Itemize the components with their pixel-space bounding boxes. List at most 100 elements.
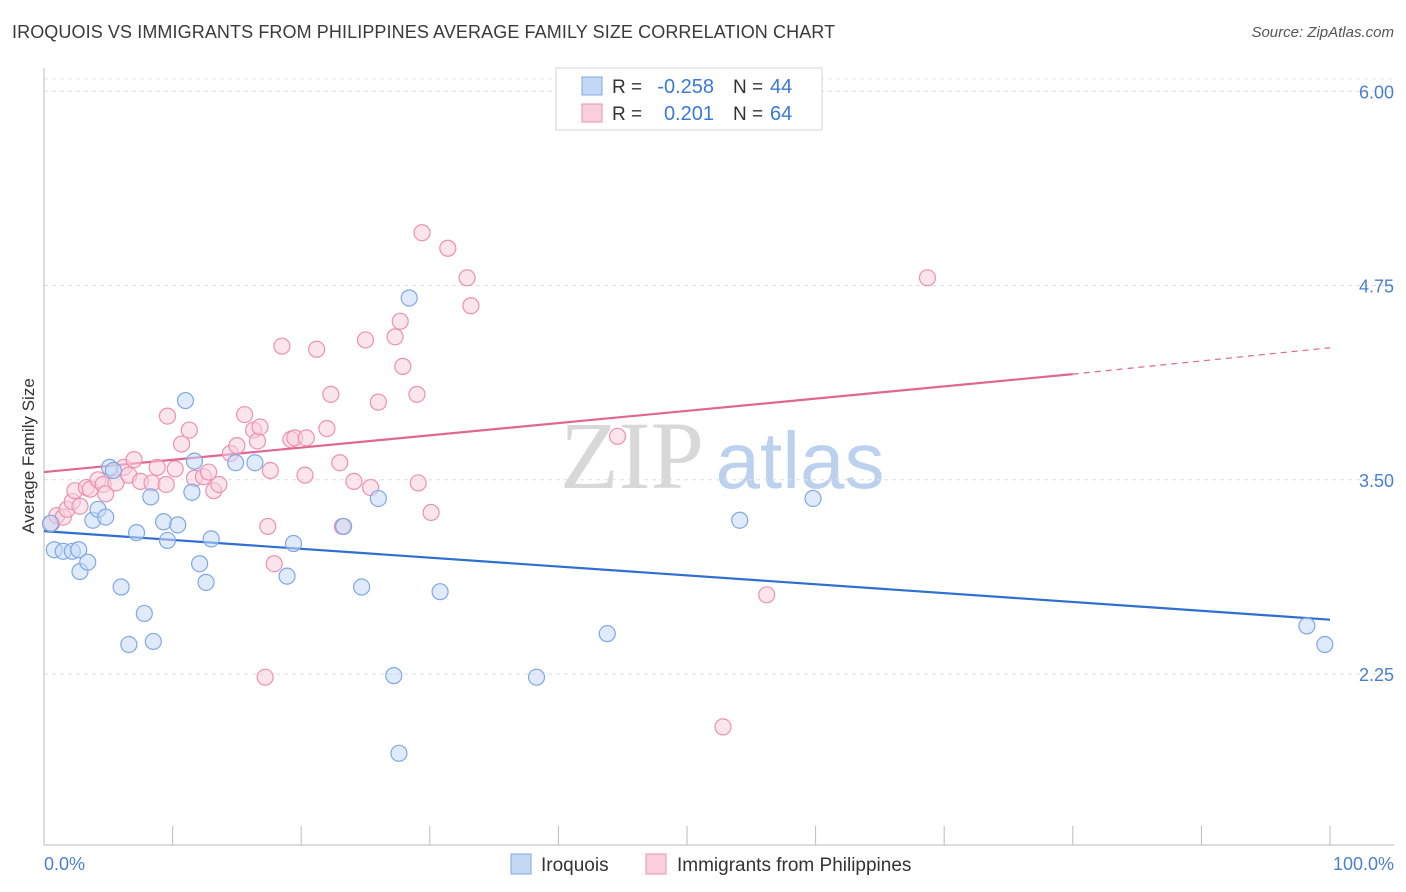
point-iroquois-32 [353, 578, 371, 596]
point-iroquois-28 [246, 454, 264, 472]
point-iroquois-21 [176, 391, 195, 410]
point-philippines-54 [391, 312, 409, 330]
point-philippines-62 [462, 297, 480, 315]
point-iroquois-20 [169, 516, 187, 534]
chart-title: IROQUOIS VS IMMIGRANTS FROM PHILIPPINES … [12, 22, 836, 42]
legend-n-label-2: N = [733, 104, 763, 125]
point-philippines-59 [422, 503, 440, 522]
point-philippines-44 [308, 340, 326, 358]
point-iroquois-11 [104, 461, 123, 480]
point-iroquois-4 [70, 541, 88, 559]
point-philippines-38 [265, 555, 283, 573]
point-philippines-64 [714, 718, 732, 736]
point-iroquois-14 [127, 524, 146, 542]
series-legend: Iroquois Immigrants from Philippines [510, 853, 911, 876]
source-label: Source: ZipAtlas.com [1251, 24, 1394, 41]
point-iroquois-22 [183, 483, 201, 501]
legend-r-label-2: R = [612, 104, 642, 125]
point-iroquois-12 [112, 578, 130, 596]
point-iroquois-6 [79, 553, 97, 571]
watermark-atlas: atlas [716, 416, 885, 505]
point-philippines-46 [322, 385, 340, 403]
point-iroquois-38 [527, 668, 546, 686]
y-axis-title: Average Family Size [19, 378, 38, 534]
point-iroquois-34 [385, 667, 403, 685]
stats-legend: R = -0.258 N = 44 R = 0.201 N = 64 [555, 67, 823, 131]
point-iroquois-39 [598, 625, 616, 643]
point-iroquois-23 [185, 452, 204, 470]
point-iroquois-9 [97, 508, 115, 526]
point-philippines-35 [256, 668, 274, 686]
point-philippines-61 [458, 269, 476, 287]
point-philippines-15 [125, 451, 143, 469]
point-iroquois-40 [731, 511, 749, 529]
point-philippines-28 [210, 475, 228, 494]
point-philippines-36 [259, 517, 277, 536]
y-tick-label-3: 6.00 [1359, 82, 1394, 102]
bottom-legend-label-philippines: Immigrants from Philippines [677, 855, 911, 876]
point-philippines-45 [318, 419, 336, 438]
trend-lines [43, 347, 1331, 621]
point-philippines-42 [296, 466, 314, 484]
y-tick-label-0: 2.25 [1359, 665, 1394, 685]
point-iroquois-42 [1298, 617, 1316, 635]
point-iroquois-25 [197, 573, 215, 591]
point-philippines-31 [236, 405, 254, 424]
point-philippines-30 [228, 437, 246, 455]
legend-r-value-2: 0.201 [664, 103, 714, 125]
point-philippines-65 [758, 586, 776, 604]
point-iroquois-41 [804, 489, 822, 508]
point-iroquois-17 [144, 632, 162, 651]
data-points [41, 224, 1334, 762]
point-philippines-20 [158, 407, 177, 425]
point-iroquois-36 [400, 289, 418, 307]
point-iroquois-31 [335, 517, 353, 536]
point-philippines-11 [97, 485, 115, 503]
point-iroquois-30 [284, 534, 303, 553]
legend-r-label-1: R = [612, 77, 642, 98]
point-iroquois-19 [158, 531, 177, 550]
legend-swatch-iroquois [581, 76, 603, 96]
point-philippines-56 [408, 385, 426, 403]
point-philippines-23 [180, 421, 198, 439]
point-iroquois-37 [431, 583, 449, 601]
point-iroquois-24 [191, 555, 209, 573]
point-iroquois-15 [135, 604, 153, 623]
point-philippines-22 [173, 435, 191, 453]
y-tick-label-2: 4.75 [1359, 277, 1394, 297]
point-philippines-55 [394, 357, 412, 375]
trend-line-philippines-extension [1072, 347, 1331, 375]
legend-n-value-2: 64 [770, 103, 792, 125]
point-philippines-6 [71, 497, 89, 515]
watermark: ZIP atlas [560, 402, 884, 509]
point-iroquois-35 [390, 744, 408, 762]
point-philippines-47 [331, 454, 349, 472]
point-philippines-57 [409, 474, 427, 492]
bottom-legend-swatch-iroquois [510, 853, 532, 875]
point-philippines-53 [386, 328, 404, 346]
point-philippines-60 [439, 239, 457, 257]
point-philippines-49 [345, 472, 363, 490]
point-philippines-58 [413, 224, 431, 242]
point-philippines-26 [200, 463, 218, 481]
legend-n-label-1: N = [733, 77, 763, 98]
point-iroquois-43 [1316, 635, 1334, 654]
point-iroquois-26 [202, 530, 220, 548]
y-tick-label-1: 3.50 [1359, 471, 1394, 491]
point-philippines-37 [261, 461, 279, 480]
gridlines [44, 78, 1394, 675]
point-philippines-63 [608, 427, 627, 445]
y-tick-labels: 2.25 3.50 4.75 6.00 [1359, 82, 1394, 685]
point-philippines-39 [273, 337, 291, 355]
point-iroquois-18 [154, 513, 173, 531]
trend-line-philippines [43, 373, 1073, 474]
watermark-zip: ZIP [560, 402, 704, 509]
point-philippines-52 [369, 393, 387, 411]
legend-r-value-1: -0.258 [657, 76, 714, 98]
point-iroquois-16 [142, 488, 160, 506]
point-philippines-50 [356, 331, 375, 349]
point-philippines-19 [157, 475, 175, 494]
point-philippines-66 [918, 269, 937, 287]
point-philippines-18 [148, 458, 166, 476]
